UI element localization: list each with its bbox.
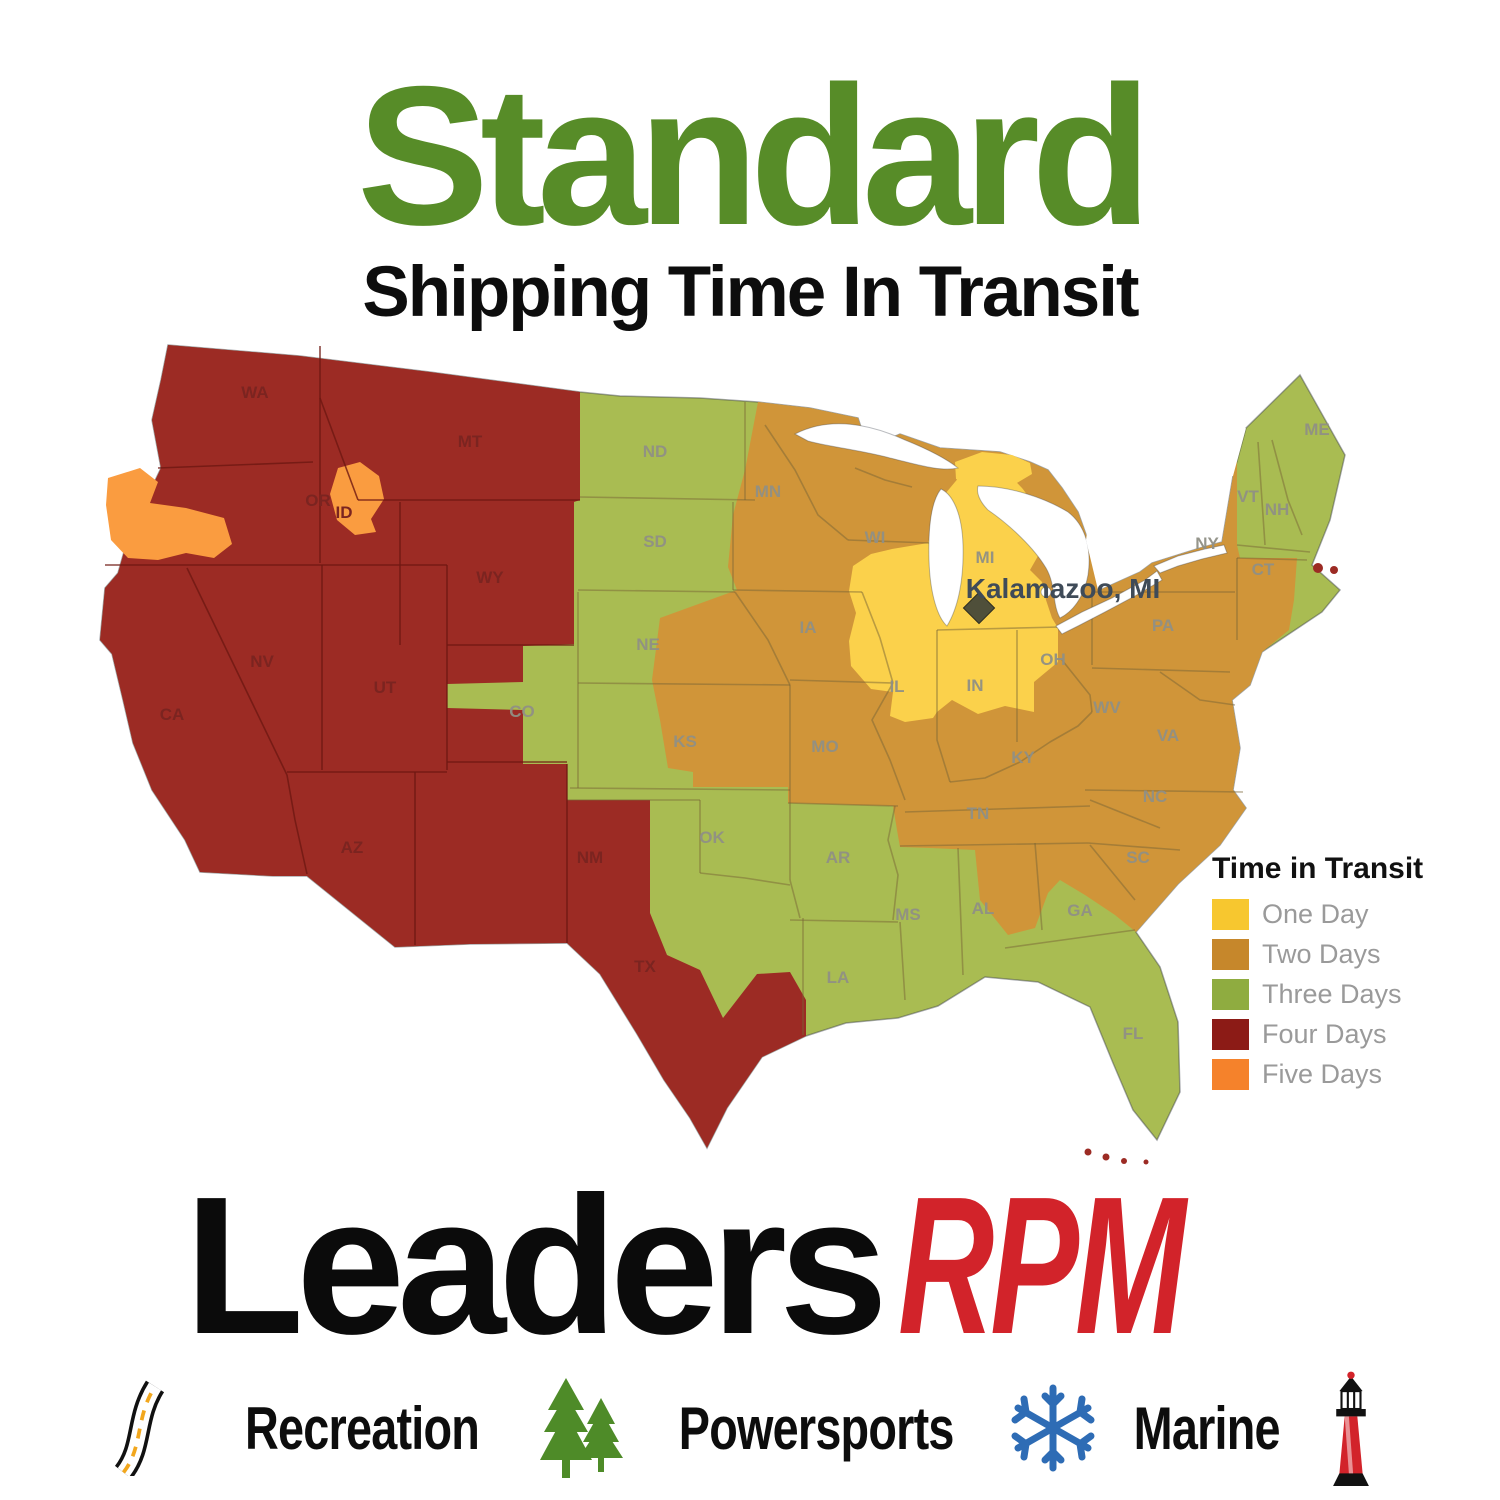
footer-logo: Leaders RPM Recreation Powersports — [0, 1168, 1500, 1486]
state-label-wy: WY — [476, 568, 504, 587]
state-label-ct: CT — [1252, 560, 1275, 579]
state-label-va: VA — [1157, 726, 1179, 745]
state-label-tn: TN — [967, 804, 990, 823]
legend-label: Two Days — [1262, 938, 1381, 969]
state-label-ms: MS — [895, 905, 921, 924]
map-region-one-day-up-tip — [955, 452, 1032, 489]
lakes — [793, 423, 1246, 635]
lake-superior-icon — [793, 423, 960, 470]
one-day-swatch — [1212, 898, 1249, 930]
five-days-swatch — [1212, 1058, 1249, 1090]
state-label-vt: VT — [1237, 487, 1259, 506]
header: Standard Shipping Time In Transit — [0, 0, 1500, 333]
legend-row-five-days: Five Days — [1212, 1054, 1492, 1094]
legend-title: Time in Transit — [1212, 852, 1424, 885]
legend-row-one-day: One Day — [1212, 894, 1492, 934]
state-label-nm: NM — [577, 848, 603, 867]
lake-michigan-icon — [928, 488, 964, 627]
state-label-pa: PA — [1152, 616, 1174, 635]
state-label-wv: WV — [1093, 698, 1121, 717]
legend-label: Five Days — [1262, 1058, 1383, 1089]
state-label-mo: MO — [811, 737, 838, 756]
state-label-il: IL — [889, 677, 904, 696]
state-label-ia: IA — [800, 618, 817, 637]
state-label-ny: NY — [1195, 534, 1219, 553]
four-days-swatch — [1212, 1018, 1249, 1050]
snowflake-icon — [1011, 1384, 1095, 1472]
state-borders — [567, 402, 1311, 1035]
tagline-powersports: Powersports — [678, 1394, 955, 1462]
state-label-nv: NV — [250, 652, 274, 671]
two-days-swatch — [1212, 938, 1249, 970]
lake-erie-icon — [1055, 570, 1163, 635]
tagline-marine: Marine — [1133, 1394, 1280, 1462]
origin-marker: Kalamazoo, MI — [962, 573, 1160, 625]
page-subtitle: Shipping Time In Transit — [362, 253, 1139, 333]
logo-leaders-text: Leaders — [184, 1156, 888, 1375]
origin-diamond-icon — [962, 591, 996, 625]
map-region-five-days-oregon — [106, 468, 232, 560]
islands — [1084, 563, 1338, 1165]
state-label-ga: GA — [1067, 901, 1093, 920]
state-label-ok: OK — [699, 828, 725, 847]
state-label-ks: KS — [673, 732, 697, 751]
state-label-wa: WA — [241, 383, 268, 402]
state-label-mi: MI — [976, 548, 995, 567]
three-days-swatch — [1212, 978, 1249, 1010]
state-borders-west — [105, 346, 580, 945]
state-label-mn: MN — [755, 482, 781, 501]
road-icon — [114, 1380, 165, 1476]
state-label-ne: NE — [636, 635, 660, 654]
state-label-nd: ND — [643, 442, 668, 461]
canada-wedge-ontario — [1086, 512, 1140, 590]
state-label-tx: TX — [634, 957, 656, 976]
state-label-id: ID — [336, 503, 353, 522]
leaders-rpm-logo: Leaders RPM — [0, 1168, 1500, 1364]
lighthouse-icon — [1333, 1371, 1369, 1486]
legend-row-two-days: Two Days — [1212, 934, 1492, 974]
state-label-sc: SC — [1126, 848, 1150, 867]
state-labels-west: WA MT OR ID WY NV UT CA AZ NM TX — [160, 383, 657, 976]
origin-label: Kalamazoo, MI — [966, 573, 1160, 604]
state-label-mt: MT — [458, 432, 483, 451]
state-label-fl: FL — [1123, 1024, 1144, 1043]
legend-label: Three Days — [1262, 978, 1402, 1009]
tagline-recreation: Recreation — [245, 1394, 480, 1462]
state-label-co: CO — [509, 702, 535, 721]
canada-wedge-stlawrence — [1128, 428, 1246, 478]
state-label-ar: AR — [826, 848, 851, 867]
lake-st-clair-icon — [1040, 586, 1052, 598]
state-label-in: IN — [967, 676, 984, 695]
pine-trees-icon — [540, 1378, 624, 1478]
state-label-ca: CA — [160, 705, 185, 724]
state-label-sd: SD — [643, 532, 667, 551]
state-label-ky: KY — [1011, 748, 1035, 767]
state-label-me: ME — [1304, 420, 1330, 439]
state-label-nh: NH — [1265, 500, 1290, 519]
logo-rpm-text: RPM — [898, 1156, 1186, 1375]
state-label-oh: OH — [1040, 650, 1066, 669]
state-label-ut: UT — [374, 678, 397, 697]
legend-row-four-days: Four Days — [1212, 1014, 1492, 1054]
state-label-al: AL — [972, 899, 995, 918]
legend: Time in Transit One Day Two Days Three D… — [1212, 852, 1492, 1094]
lake-ontario-icon — [1153, 544, 1228, 574]
lake-huron-icon — [977, 485, 1090, 619]
logo-tagline: Recreation Powersports Marine — [0, 1370, 1500, 1486]
state-label-wi: WI — [865, 528, 886, 547]
page-title: Standard — [356, 45, 1152, 266]
legend-row-three-days: Three Days — [1212, 974, 1492, 1014]
state-label-az: AZ — [341, 838, 364, 857]
legend-label: One Day — [1262, 898, 1369, 929]
legend-label: Four Days — [1262, 1018, 1387, 1049]
state-label-la: LA — [827, 968, 850, 987]
state-label-nc: NC — [1143, 787, 1168, 806]
state-labels-east: CO ND SD NE KS OK MN IA MO AR LA MS WI M… — [509, 420, 1330, 1043]
map-region-four-days — [100, 345, 806, 1148]
state-label-or: OR — [305, 491, 331, 510]
